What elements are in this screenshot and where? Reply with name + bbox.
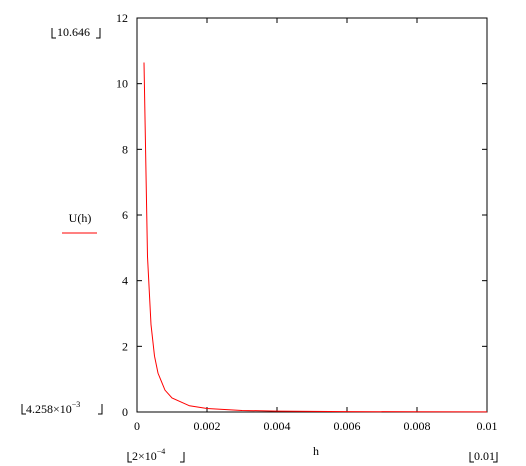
y-tick-label: 12 xyxy=(116,11,128,25)
y-tick-label: 6 xyxy=(122,208,128,222)
x-tick-label: 0.01 xyxy=(477,419,498,433)
curve xyxy=(143,62,488,413)
x-tick-label: 0.004 xyxy=(264,419,291,433)
y-tick-label: 2 xyxy=(122,339,128,353)
y-min-exp: −3 xyxy=(72,400,81,409)
y-min-marker: 4.258×10−3 xyxy=(21,400,103,416)
x-axis-label: h xyxy=(313,444,319,458)
x-tick-label: 0.002 xyxy=(194,419,221,433)
y-axis-label: U(h) xyxy=(69,211,92,225)
x-min-label: 2×10−4 xyxy=(132,447,165,463)
bracket xyxy=(127,452,185,463)
y-max-label: 10.646 xyxy=(57,25,90,39)
x-min-base: 2×10 xyxy=(132,449,157,463)
y-min-label: 4.258×10−3 xyxy=(26,400,80,416)
y-tick-label: 8 xyxy=(122,142,128,156)
x-tick-label: 0.008 xyxy=(404,419,431,433)
x-tick-label: 0.006 xyxy=(334,419,361,433)
x-min-marker: 2×10−4 xyxy=(127,447,185,463)
x-tick-label: 0 xyxy=(134,419,140,433)
y-tick-label: 10 xyxy=(116,77,128,91)
y-max-marker: 10.646 xyxy=(51,25,101,39)
y-tick-label: 0 xyxy=(122,405,128,419)
bracket xyxy=(51,28,101,39)
plot-frame xyxy=(136,17,488,413)
bracket xyxy=(469,452,498,463)
x-max-label: 0.01 xyxy=(474,449,495,463)
x-max-marker: 0.01 xyxy=(469,449,498,463)
bracket xyxy=(21,404,103,415)
x-min-exp: −4 xyxy=(157,447,166,456)
y-tick-label: 4 xyxy=(122,274,128,288)
y-min-base: 4.258×10 xyxy=(26,402,72,416)
